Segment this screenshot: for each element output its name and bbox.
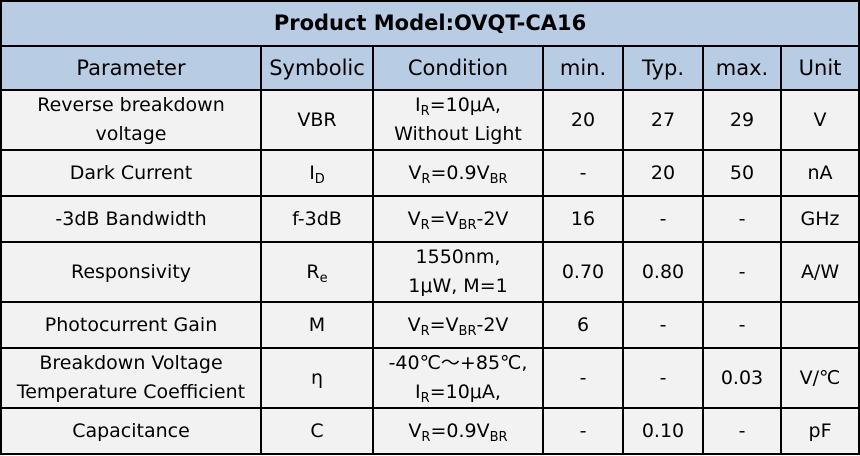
- min-cell: 6: [542, 301, 624, 349]
- header-max: max.: [702, 45, 782, 91]
- parameter-cell: Capacitance: [0, 407, 262, 455]
- typ-cell: -: [622, 347, 704, 409]
- max-cell: 0.03: [702, 347, 782, 409]
- min-cell: -: [542, 149, 624, 197]
- condition-cell: VR=0.9VBR: [372, 407, 544, 455]
- max-cell: 50: [702, 149, 782, 197]
- header-condition: Condition: [372, 45, 544, 91]
- header-symbolic: Symbolic: [260, 45, 374, 91]
- header-row: Parameter Symbolic Condition min. Typ. m…: [0, 45, 860, 91]
- condition-cell: VR=VBR-2V: [372, 301, 544, 349]
- unit-cell: GHz: [779, 195, 860, 243]
- symbol-cell: ID: [260, 149, 374, 197]
- min-cell: 16: [542, 195, 624, 243]
- condition-cell: VR=VBR-2V: [372, 195, 544, 243]
- table-row: Responsivity Re 1550nm, 1μW, M=1 0.70 0.80- A/…: [0, 241, 860, 303]
- parameter-cell: Photocurrent Gain: [0, 301, 262, 349]
- min-cell: 20: [542, 89, 624, 151]
- table-row: -3dB Bandwidth f-3dB VR=VBR-2V 16- - GHz: [0, 195, 860, 243]
- typ-cell: 0.10: [622, 407, 704, 455]
- table-body: Reverse breakdown voltage VBR IR=10μA, Witho…: [0, 89, 860, 455]
- condition-cell: 1550nm, 1μW, M=1: [372, 241, 544, 303]
- typ-cell: 20: [622, 149, 704, 197]
- condition-cell: -40℃～+85℃, IR=10μA,: [372, 347, 544, 409]
- table-row: Capacitance C VR=0.9VBR -0.10- pF: [0, 407, 860, 455]
- condition-cell: VR=0.9VBR: [372, 149, 544, 197]
- max-cell: -: [702, 241, 782, 303]
- header-parameter: Parameter: [0, 45, 262, 91]
- min-cell: -: [542, 407, 624, 455]
- typ-cell: 27: [622, 89, 704, 151]
- condition-cell: IR=10μA, Without Light: [372, 89, 544, 151]
- symbol-cell: f-3dB: [260, 195, 374, 243]
- table-row: Breakdown Voltage Temperature Coefficient…: [0, 347, 860, 409]
- min-cell: -: [542, 347, 624, 409]
- symbol-cell: C: [260, 407, 374, 455]
- unit-cell: [779, 301, 860, 349]
- symbol-cell: M: [260, 301, 374, 349]
- header-typ: Typ.: [622, 45, 704, 91]
- unit-cell: V/℃: [779, 347, 860, 409]
- typ-cell: 0.80: [622, 241, 704, 303]
- unit-cell: V: [779, 89, 860, 151]
- parameter-cell: Breakdown Voltage Temperature Coefficient: [0, 347, 262, 409]
- symbol-cell: η: [260, 347, 374, 409]
- max-cell: -: [702, 301, 782, 349]
- parameter-cell: -3dB Bandwidth: [0, 195, 262, 243]
- max-cell: -: [702, 195, 782, 243]
- header-min: min.: [542, 45, 624, 91]
- header-unit: Unit: [779, 45, 860, 91]
- min-cell: 0.70: [542, 241, 624, 303]
- parameter-cell: Reverse breakdown voltage: [0, 89, 262, 151]
- symbol-cell: VBR: [260, 89, 374, 151]
- table-row: Reverse breakdown voltage VBR IR=10μA, Witho…: [0, 89, 860, 151]
- typ-cell: -: [622, 195, 704, 243]
- typ-cell: -: [622, 301, 704, 349]
- unit-cell: nA: [779, 149, 860, 197]
- symbol-cell: Re: [260, 241, 374, 303]
- max-cell: -: [702, 407, 782, 455]
- parameter-cell: Responsivity: [0, 241, 262, 303]
- table-row: Dark Current ID VR=0.9VBR -20 50 nA: [0, 149, 860, 197]
- unit-cell: A/W: [779, 241, 860, 303]
- unit-cell: pF: [779, 407, 860, 455]
- table-title: Product Model:OVQT-CA16: [0, 0, 860, 47]
- max-cell: 29: [702, 89, 782, 151]
- title-row: Product Model:OVQT-CA16: [0, 0, 860, 47]
- table-row: Photocurrent Gain M VR=VBR-2V 6- -: [0, 301, 860, 349]
- parameter-cell: Dark Current: [0, 149, 262, 197]
